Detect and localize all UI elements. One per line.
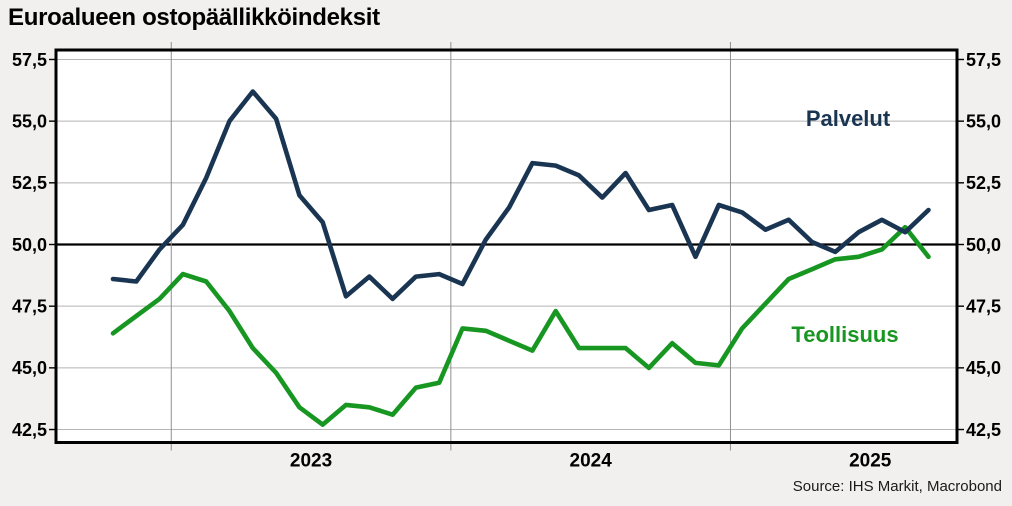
y-axis-label-left: 50,0 (12, 235, 47, 255)
y-axis-label-left: 52,5 (12, 173, 47, 193)
series-label-teollisuus: Teollisuus (791, 322, 899, 347)
y-axis-label-right: 57,5 (966, 50, 1001, 70)
series-line-palvelut (110, 89, 931, 302)
y-axis-label-right: 55,0 (966, 111, 1001, 131)
y-axis-label-left: 42,5 (12, 420, 47, 440)
x-axis-year-label: 2025 (849, 451, 892, 472)
y-axis-label-left: 55,0 (12, 111, 47, 131)
x-axis-year-label: 2024 (570, 451, 613, 472)
y-axis-label-right: 45,0 (966, 358, 1001, 378)
y-axis-label-left: 47,5 (12, 296, 47, 316)
chart-title: Euroalueen ostopäällikköindeksit (8, 4, 380, 31)
series-label-palvelut: Palvelut (805, 106, 891, 131)
plot-frame (54, 48, 959, 444)
y-axis-label-right: 47,5 (966, 296, 1001, 316)
source-note: Source: IHS Markit, Macrobond (792, 478, 1002, 495)
y-axis-label-right: 50,0 (966, 235, 1001, 255)
y-axis-label-left: 45,0 (12, 358, 47, 378)
plot-background (56, 50, 957, 443)
series-line-teollisuus (110, 224, 931, 427)
y-axis-label-right: 52,5 (966, 173, 1001, 193)
x-axis-year-label: 2023 (290, 451, 332, 472)
y-axis-label-left: 57,5 (12, 50, 47, 70)
y-axis-label-right: 42,5 (966, 420, 1001, 440)
